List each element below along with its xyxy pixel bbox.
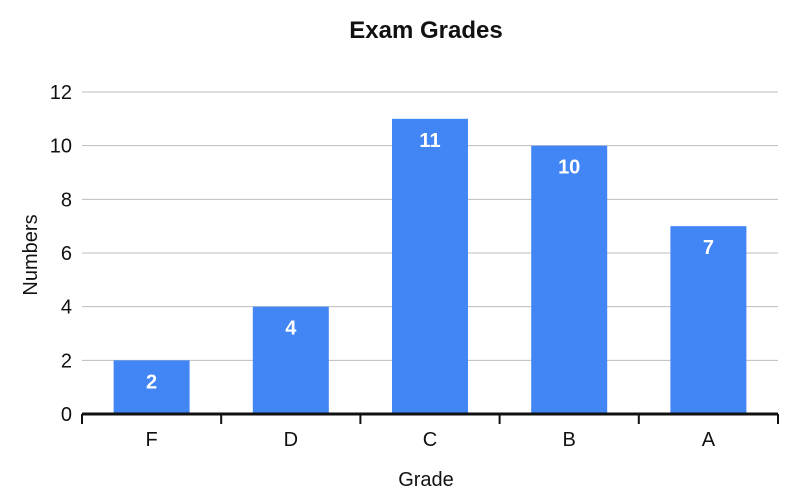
y-tick-label: 2: [61, 350, 72, 372]
x-tick-label: A: [702, 429, 716, 451]
x-tick-label: F: [145, 429, 157, 451]
y-tick-label: 0: [61, 404, 72, 426]
data-label-b: 10: [558, 157, 580, 179]
x-axis: [81, 412, 779, 424]
data-label-d: 4: [285, 318, 297, 340]
bar-f: [113, 360, 190, 414]
x-axis-title: Grade: [398, 469, 454, 491]
x-tick-label: B: [563, 429, 576, 451]
bar-a: [670, 226, 747, 414]
data-label-a: 7: [703, 237, 714, 259]
y-tick-label: 12: [50, 82, 72, 104]
bar-c: [392, 118, 468, 414]
x-tick-label: D: [284, 429, 298, 451]
y-axis-ticks: 0 2 4 6 8 10 12: [50, 82, 72, 426]
data-labels: 2 4 11 10 7: [146, 130, 714, 394]
bar-b: [531, 145, 608, 414]
y-tick-label: 8: [61, 189, 72, 211]
chart-title: Exam Grades: [349, 17, 502, 44]
data-label-c: 11: [419, 130, 440, 152]
y-tick-label: 10: [50, 136, 72, 158]
y-tick-label: 6: [61, 243, 72, 265]
x-tick-label: C: [423, 429, 437, 451]
y-tick-label: 4: [61, 297, 72, 319]
bar-d: [252, 306, 329, 414]
data-label-f: 2: [146, 371, 157, 393]
bars: [113, 118, 747, 414]
y-axis-title: Numbers: [20, 214, 42, 295]
